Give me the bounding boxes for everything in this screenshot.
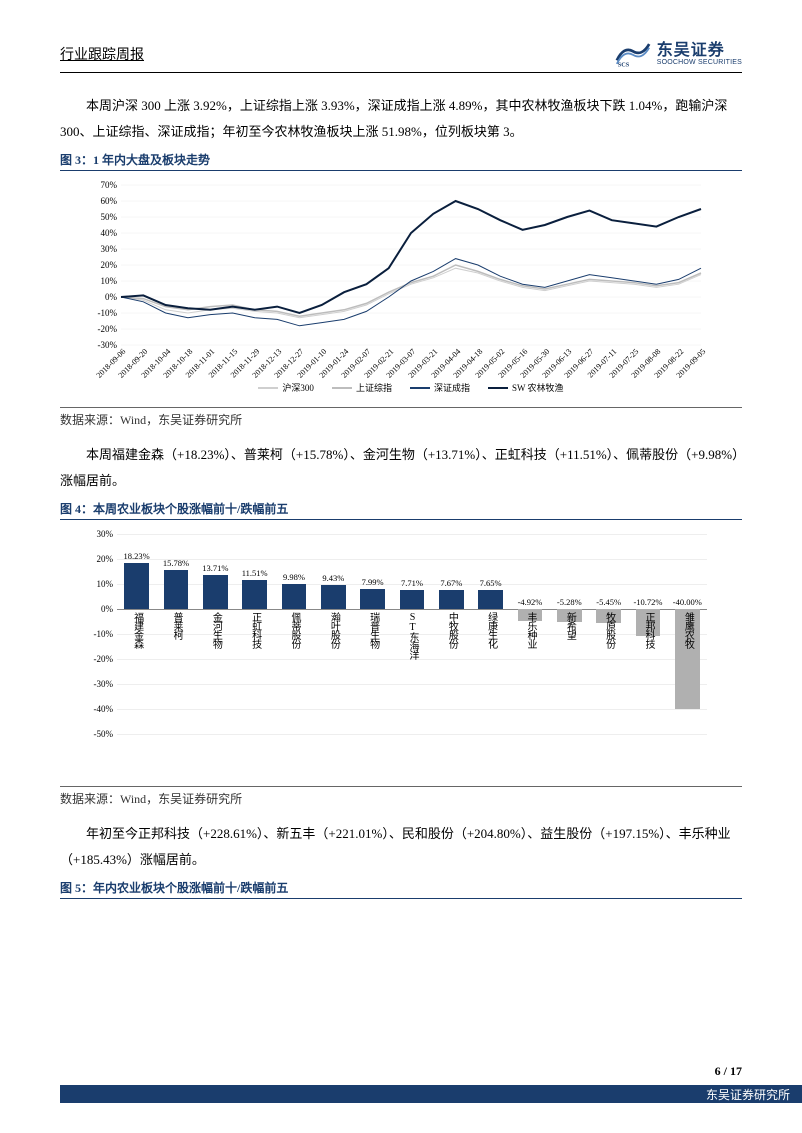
fig4-source: 数据来源：Wind，东吴证券研究所 [60, 786, 742, 807]
paragraph-1: 本周沪深 300 上涨 3.92%，上证综指上涨 3.93%，深证成指上涨 4.… [60, 93, 742, 145]
fig3-chart: -30%-20%-10%0%10%20%30%40%50%60%70%2018-… [60, 179, 742, 401]
fig5-title: 图 5：年内农业板块个股涨幅前十/跌幅前五 [60, 879, 742, 899]
fig4-title: 图 4：本周农业板块个股涨幅前十/跌幅前五 [60, 500, 742, 520]
fig3-source: 数据来源：Wind，东吴证券研究所 [60, 407, 742, 428]
paragraph-3: 年初至今正邦科技（+228.61%）、新五丰（+221.01%）、民和股份（+2… [60, 821, 742, 873]
page-header: 行业跟踪周报 SCS 东吴证券 SOOCHOW SECURITIES [60, 40, 742, 73]
logo-icon: SCS [615, 40, 651, 68]
header-title: 行业跟踪周报 [60, 44, 144, 64]
page-footer: 6 / 17 东吴证券研究所 [60, 1064, 742, 1103]
fig4-chart: -50%-40%-30%-20%-10%0%10%20%30%18.23%福建金… [60, 528, 742, 780]
logo-cn-text: 东吴证券 [657, 43, 742, 59]
fig3-title: 图 3：1 年内大盘及板块走势 [60, 151, 742, 171]
svg-text:SCS: SCS [617, 62, 629, 68]
page-number: 6 / 17 [60, 1064, 742, 1079]
paragraph-2: 本周福建金森（+18.23%）、普莱柯（+15.78%）、金河生物（+13.71… [60, 442, 742, 494]
logo-en-text: SOOCHOW SECURITIES [657, 59, 742, 66]
company-logo: SCS 东吴证券 SOOCHOW SECURITIES [615, 40, 742, 68]
footer-org: 东吴证券研究所 [706, 1086, 790, 1103]
